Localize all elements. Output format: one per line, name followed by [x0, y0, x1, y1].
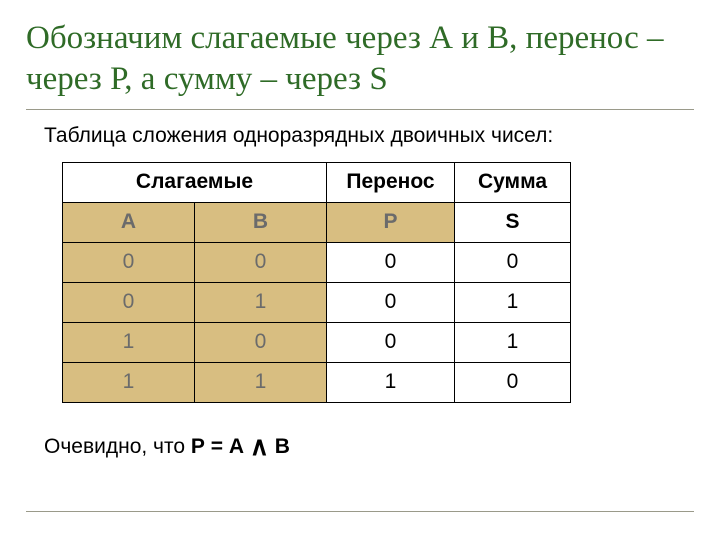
table-label-cell: А [63, 202, 195, 242]
table-row: 0101 [63, 282, 571, 322]
table-row: 1110 [63, 362, 571, 402]
table-cell: 1 [195, 282, 327, 322]
table-cell: 1 [63, 322, 195, 362]
table-label-cell: Р [327, 202, 455, 242]
slide-subtitle: Таблица сложения одноразрядных двоичных … [44, 124, 694, 148]
truth-table: СлагаемыеПереносСуммаАВРS000001011001111… [62, 162, 571, 403]
table-cell: 1 [327, 362, 455, 402]
table-cell: 0 [63, 282, 195, 322]
table-cell: 1 [455, 282, 571, 322]
table-cell: 0 [195, 322, 327, 362]
table-row: 0000 [63, 242, 571, 282]
table-cell: 0 [327, 242, 455, 282]
table-header-cell: Слагаемые [63, 162, 327, 202]
table-cell: 1 [195, 362, 327, 402]
table-cell: 0 [455, 362, 571, 402]
footer-line: Очевидно, что Р = А ∧ В [44, 429, 694, 460]
table-label-row: АВРS [63, 202, 571, 242]
table-cell: 0 [327, 282, 455, 322]
truth-table-body: СлагаемыеПереносСуммаАВРS000001011001111… [63, 162, 571, 402]
table-cell: 1 [63, 362, 195, 402]
table-label-cell: В [195, 202, 327, 242]
table-header-cell: Перенос [327, 162, 455, 202]
table-row: 1001 [63, 322, 571, 362]
table-cell: 0 [63, 242, 195, 282]
table-header-cell: Сумма [455, 162, 571, 202]
table-cell: 0 [455, 242, 571, 282]
table-cell: 0 [195, 242, 327, 282]
footer-rhs: В [269, 435, 290, 458]
table-cell: 0 [327, 322, 455, 362]
footer-prefix: Очевидно, что [44, 435, 191, 458]
slide: Обозначим слагаемые через А и В, перенос… [0, 0, 720, 540]
and-operator-icon: ∧ [250, 431, 269, 461]
footer-lhs: Р = А [191, 435, 250, 458]
table-cell: 1 [455, 322, 571, 362]
footer-rule [26, 511, 694, 512]
title-rule [26, 109, 694, 110]
table-label-cell: S [455, 202, 571, 242]
table-header-row: СлагаемыеПереносСумма [63, 162, 571, 202]
slide-title: Обозначим слагаемые через А и В, перенос… [26, 18, 694, 101]
